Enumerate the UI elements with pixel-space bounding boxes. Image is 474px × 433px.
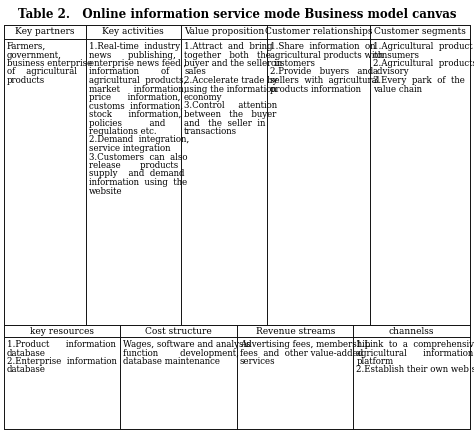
Text: and   the  seller  in: and the seller in xyxy=(184,119,265,127)
Text: Table 2.   Online information service mode Business model canvas: Table 2. Online information service mode… xyxy=(18,8,456,21)
Text: information        of: information of xyxy=(89,68,169,77)
Text: Farmers,: Farmers, xyxy=(7,42,46,51)
Text: 2.Demand  integration,: 2.Demand integration, xyxy=(89,136,189,145)
Text: agricultural products with: agricultural products with xyxy=(270,51,383,59)
Text: platform: platform xyxy=(356,357,393,366)
Bar xyxy=(120,325,237,337)
Text: database: database xyxy=(7,365,46,375)
Text: enterprise news feed ,: enterprise news feed , xyxy=(89,59,186,68)
Text: Value proposition: Value proposition xyxy=(184,28,264,36)
Text: sellers  with  agricultural: sellers with agricultural xyxy=(270,76,380,85)
Text: fees  and  other value-added: fees and other value-added xyxy=(240,349,363,358)
Text: channelss: channelss xyxy=(389,326,435,336)
Text: 1.Share  information  on: 1.Share information on xyxy=(270,42,376,51)
Text: stock      information,: stock information, xyxy=(89,110,181,119)
Bar xyxy=(85,39,181,325)
Text: economy: economy xyxy=(184,93,223,102)
Text: 2.Establish their own web site: 2.Establish their own web site xyxy=(356,365,474,375)
Text: business enterprise: business enterprise xyxy=(7,59,92,68)
Text: database: database xyxy=(7,349,46,358)
Bar xyxy=(4,325,120,337)
Bar xyxy=(354,337,470,429)
Text: price      information,: price information, xyxy=(89,93,180,102)
Text: service integration: service integration xyxy=(89,144,170,153)
Bar xyxy=(237,325,354,337)
Text: government,: government, xyxy=(7,51,62,59)
Text: information  using  the: information using the xyxy=(89,178,187,187)
Bar xyxy=(370,25,470,39)
Text: Revenue streams: Revenue streams xyxy=(255,326,335,336)
Bar xyxy=(85,25,181,39)
Text: 2.Enterprise  information: 2.Enterprise information xyxy=(7,357,117,366)
Bar xyxy=(4,25,470,325)
Text: Key activities: Key activities xyxy=(102,28,164,36)
Text: news      publishing,: news publishing, xyxy=(89,51,175,59)
Text: 3.Customers  can  also: 3.Customers can also xyxy=(89,152,187,162)
Text: Customer segments: Customer segments xyxy=(374,28,466,36)
Text: products: products xyxy=(7,76,45,85)
Text: regulations etc.: regulations etc. xyxy=(89,127,156,136)
Text: Wages, software and analysis: Wages, software and analysis xyxy=(124,340,251,349)
Text: 3.Control     attention: 3.Control attention xyxy=(184,101,277,110)
Bar xyxy=(267,39,370,325)
Text: database maintenance: database maintenance xyxy=(124,357,220,366)
Bar xyxy=(4,25,85,39)
Text: customers: customers xyxy=(270,59,315,68)
Text: transactions: transactions xyxy=(184,127,237,136)
Text: 1.Link  to  a  comprehensive: 1.Link to a comprehensive xyxy=(356,340,474,349)
Text: 3.Every  park  of  the: 3.Every park of the xyxy=(373,76,465,85)
Text: 1.Attract  and  bring: 1.Attract and bring xyxy=(184,42,273,51)
Bar xyxy=(4,325,470,429)
Text: agricultural      information: agricultural information xyxy=(356,349,474,358)
Text: market     information,: market information, xyxy=(89,84,186,94)
Text: value chain: value chain xyxy=(373,84,422,94)
Text: together   both   the: together both the xyxy=(184,51,271,59)
Text: between   the   buyer: between the buyer xyxy=(184,110,276,119)
Text: policies          and: policies and xyxy=(89,119,165,127)
Text: sales: sales xyxy=(184,68,206,77)
Text: advisory: advisory xyxy=(373,68,410,77)
Text: buyer and the seller in: buyer and the seller in xyxy=(184,59,282,68)
Text: Cost structure: Cost structure xyxy=(146,326,212,336)
Text: consumers: consumers xyxy=(373,51,420,59)
Bar xyxy=(237,337,354,429)
Bar xyxy=(354,325,470,337)
Text: using the information: using the information xyxy=(184,84,277,94)
Bar xyxy=(4,39,85,325)
Bar xyxy=(4,337,120,429)
Text: supply    and  demand: supply and demand xyxy=(89,169,184,178)
Text: of    agricultural: of agricultural xyxy=(7,68,77,77)
Bar xyxy=(181,39,267,325)
Text: key resources: key resources xyxy=(30,326,94,336)
Text: 1.Product      information: 1.Product information xyxy=(7,340,116,349)
Text: function        development,: function development, xyxy=(124,349,239,358)
Text: 2.Provide   buyers   and: 2.Provide buyers and xyxy=(270,68,374,77)
Bar xyxy=(267,25,370,39)
Text: products information: products information xyxy=(270,84,361,94)
Text: services: services xyxy=(240,357,275,366)
Text: 1.Real-time  industry: 1.Real-time industry xyxy=(89,42,180,51)
Text: 2.Agricultural  products: 2.Agricultural products xyxy=(373,59,474,68)
Text: Key partners: Key partners xyxy=(15,28,74,36)
Text: Customer relationships: Customer relationships xyxy=(265,28,372,36)
Text: 1.Agricultural  product: 1.Agricultural product xyxy=(373,42,473,51)
Text: agricultural  products,: agricultural products, xyxy=(89,76,186,85)
Bar xyxy=(181,25,267,39)
Text: Advertising fees, membership: Advertising fees, membership xyxy=(240,340,370,349)
Text: website: website xyxy=(89,187,122,196)
Bar xyxy=(370,39,470,325)
Text: 2.Accelerate trade by: 2.Accelerate trade by xyxy=(184,76,278,85)
Text: release       products: release products xyxy=(89,161,178,170)
Text: customs  information,: customs information, xyxy=(89,101,182,110)
Bar xyxy=(120,337,237,429)
